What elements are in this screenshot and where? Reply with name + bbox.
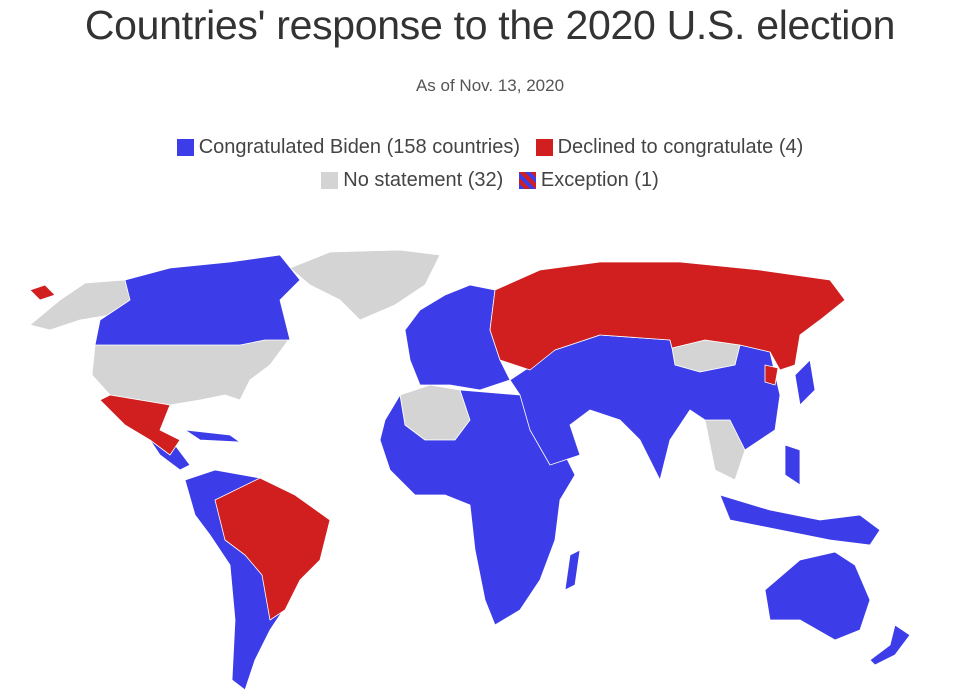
region-north-korea <box>764 364 779 386</box>
region-indonesia <box>719 494 881 546</box>
region-africa <box>379 389 576 626</box>
region-russia <box>489 261 846 371</box>
legend-row-2: No statement (32) Exception (1) <box>0 169 980 195</box>
region-caribbean <box>184 429 241 443</box>
legend-congratulated: Congratulated Biden (158 countries) <box>176 136 521 159</box>
region-greenland <box>289 249 441 321</box>
region-japan <box>794 359 816 406</box>
legend-label: Declined to congratulate (4) <box>557 136 804 158</box>
region-middle-east-asia <box>509 334 781 481</box>
region-usa <box>91 337 291 406</box>
region-philippines <box>784 444 801 486</box>
legend-label: Congratulated Biden (158 countries) <box>198 136 521 158</box>
legend-label: Exception (1) <box>540 169 659 191</box>
region-canada <box>94 254 301 346</box>
legend-swatch-blue <box>176 139 194 156</box>
region-new-zealand <box>869 624 911 666</box>
legend-no-statement: No statement (32) <box>321 169 503 192</box>
legend-declined: Declined to congratulate (4) <box>535 136 804 159</box>
legend-label: No statement (32) <box>343 169 504 191</box>
region-australia <box>764 551 871 641</box>
region-chukotka-tip <box>29 284 56 301</box>
region-mexico <box>99 394 181 456</box>
chart-subtitle: As of Nov. 13, 2020 <box>415 76 565 95</box>
legend-swatch-gray <box>321 172 339 189</box>
legend-swatch-red <box>535 139 553 156</box>
region-brazil <box>214 477 331 621</box>
region-madagascar <box>564 549 581 591</box>
chart-title: Countries' response to the 2020 U.S. ele… <box>84 2 896 48</box>
legend-exception: Exception (1) <box>518 169 659 192</box>
legend-swatch-striped <box>518 172 536 189</box>
legend-row-1: Congratulated Biden (158 countries) Decl… <box>0 136 980 162</box>
